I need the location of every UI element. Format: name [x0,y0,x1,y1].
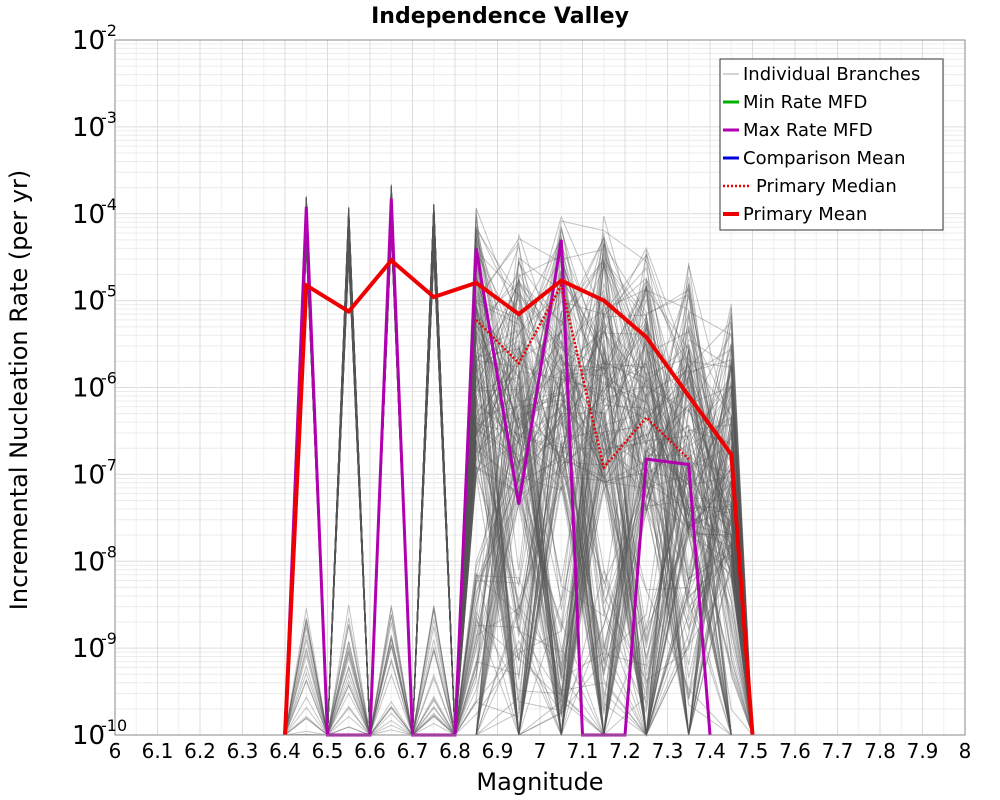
grid-layer [114,40,966,736]
x-tick-label: 7.9 [907,739,939,763]
x-tick-label: 6.6 [354,739,386,763]
x-tick-label: 7.5 [737,739,769,763]
x-tick-label: 6.3 [227,739,259,763]
x-tick-label: 7.3 [652,739,684,763]
y-tick-exponent: -4 [101,195,117,214]
y-tick-label: 10-4 [72,195,117,230]
x-tick-label: 7.8 [864,739,896,763]
legend-label-branches: Individual Branches [743,64,920,85]
x-tick-label: 6.4 [269,739,301,763]
x-tick-label: 7.1 [567,739,599,763]
y-tick-label: 10-9 [72,629,117,664]
y-tick-exponent: -2 [101,21,117,40]
y-tick-label: 10-5 [72,282,117,317]
x-tick-label: 7.4 [694,739,726,763]
y-tick-base: 10 [72,374,105,404]
y-tick-exponent: -3 [101,108,117,127]
y-tick-base: 10 [72,547,105,577]
legend-label-max-rate: Max Rate MFD [743,120,873,141]
y-tick-exponent: -6 [101,369,117,388]
y-tick-base: 10 [72,287,105,317]
primary-median-line [475,281,690,471]
y-tick-label: 10-8 [72,542,117,577]
y-tick-exponent: -10 [101,716,127,735]
x-tick-label: 6 [109,739,122,763]
y-tick-base: 10 [72,634,105,664]
y-tick-exponent: -7 [101,455,117,474]
y-axis-label: Incremental Nucleation Rate (per yr) [5,170,33,610]
chart-title: Independence Valley [371,4,629,29]
x-tick-label: 7 [534,739,547,763]
x-tick-label: 7.2 [609,739,641,763]
y-tick-exponent: -8 [101,542,117,561]
legend-box [719,58,944,231]
y-tick-label: 10-2 [72,21,117,56]
x-tick-labels: 6 6.1 6.2 6.3 6.4 6.5 6.6 6.7 6.8 6.9 7 7.1 7.2 7.3 7.… [109,739,972,763]
y-tick-label: 10-3 [72,108,117,143]
primary-mean-line [283,257,755,736]
legend-label-primary-median: Primary Median [756,176,897,197]
legend-label-min-rate: Min Rate MFD [743,92,867,113]
y-tick-exponent: -9 [101,629,117,648]
x-tick-label: 8 [959,739,972,763]
x-tick-label: 6.2 [184,739,216,763]
y-tick-base: 10 [72,460,105,490]
y-tick-label: 10-6 [72,369,117,404]
x-tick-label: 6.5 [312,739,344,763]
plot-frame [114,39,966,736]
y-tick-base: 10 [72,26,105,56]
x-tick-label: 7.7 [822,739,854,763]
legend-label-comparison-mean: Comparison Mean [743,148,906,169]
y-tick-base: 10 [72,721,105,751]
legend-label-primary-mean: Primary Mean [743,204,867,225]
y-tick-label: 10-7 [72,455,117,490]
x-tick-label: 7.6 [779,739,811,763]
x-tick-label: 6.9 [482,739,514,763]
legend: Individual Branches Min Rate MFD Max Rat… [719,58,944,231]
y-tick-exponent: -5 [101,282,117,301]
y-tick-base: 10 [72,200,105,230]
x-axis-label: Magnitude [476,768,603,796]
x-tick-label: 6.7 [397,739,429,763]
y-tick-base: 10 [72,113,105,143]
y-tick-label: 10-10 [72,716,127,751]
x-tick-label: 6.8 [439,739,471,763]
x-tick-label: 6.1 [142,739,174,763]
